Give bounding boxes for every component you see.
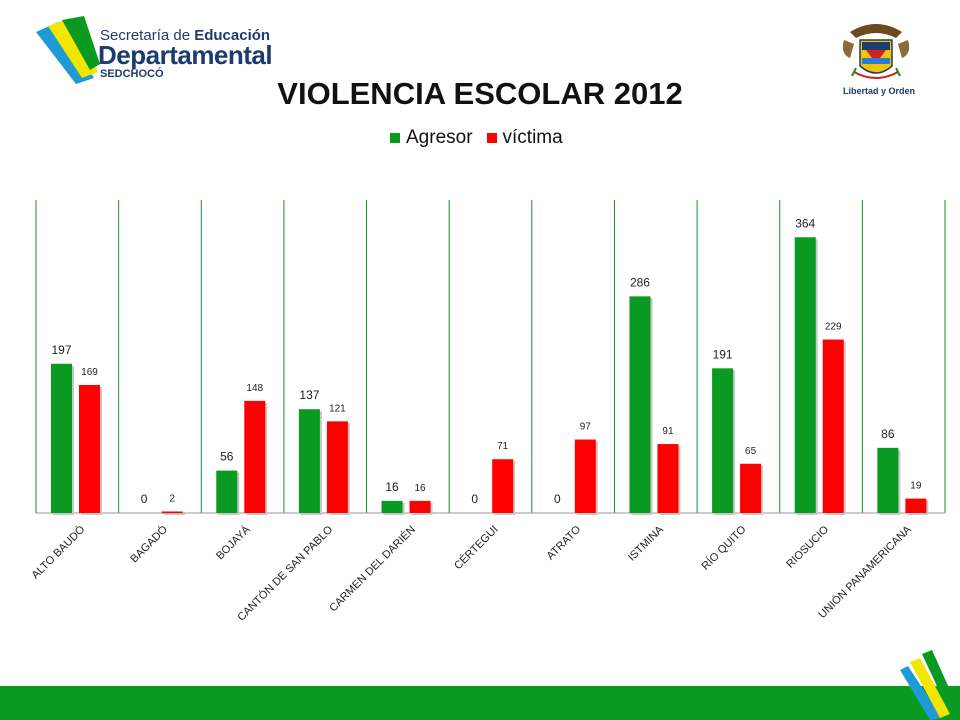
bar-agresor: [629, 296, 651, 513]
secretaria-educacion-logo: [36, 16, 100, 84]
x-tick-label: ATRATO: [545, 523, 584, 562]
bar-chart: 197 169 ALTO BAUDÓ 0 2 BAGADÓ 56 148 BOJAYÁ 137 12…: [29, 200, 946, 624]
bar-agresor: [298, 409, 320, 513]
bar-victima: [657, 444, 679, 513]
data-label-victima: 229: [825, 322, 842, 333]
x-tick-label: BOJAYÁ: [213, 522, 253, 562]
legend-item-victima: víctima: [486, 127, 563, 149]
legend-swatch-agresor: [390, 133, 400, 143]
data-label-agresor: 86: [881, 427, 895, 441]
org-name-line3: SEDCHOCÓ: [100, 68, 164, 80]
data-label-agresor: 0: [554, 492, 561, 506]
legend-item-agresor: Agresor: [390, 127, 473, 149]
bar-victima: [79, 384, 100, 513]
data-label-victima: 71: [497, 441, 509, 452]
data-label-victima: 91: [662, 426, 674, 437]
footer-stripes-logo: [900, 650, 958, 720]
bar-agresor: [794, 237, 816, 513]
data-label-agresor: 197: [51, 343, 71, 357]
data-label-victima: 19: [910, 481, 922, 492]
data-label-victima: 16: [414, 483, 426, 494]
x-tick-label: RIOSUCIO: [784, 523, 831, 570]
data-label-victima: 169: [81, 367, 98, 378]
data-label-victima: 65: [745, 446, 757, 457]
data-label-agresor: 56: [220, 450, 234, 464]
data-label-agresor: 364: [795, 216, 815, 230]
x-tick-label: CANTÓN DE SAN PABLO: [235, 523, 336, 624]
bar-victima: [905, 498, 927, 513]
bar-victima: [822, 339, 844, 513]
motto-text: Libertad y Orden: [843, 86, 916, 96]
bar-victima: [574, 439, 596, 513]
data-label-agresor: 286: [630, 275, 650, 289]
footer-bar: [0, 686, 960, 720]
org-name-line1: Secretaría de Educación: [100, 27, 271, 44]
bar-victima: [244, 400, 266, 513]
org-name-line2: Departamental: [98, 40, 273, 70]
bar-victima: [326, 421, 348, 513]
x-tick-label: CARMEN DEL DARIÉN: [327, 523, 418, 614]
legend-label-agresor: Agresor: [406, 127, 473, 148]
data-label-victima: 121: [329, 403, 346, 414]
x-tick-label: ISTMINA: [626, 523, 666, 563]
data-label-victima: 2: [169, 493, 175, 504]
bar-victima: [740, 463, 762, 513]
x-tick-label: CÉRTEGUI: [451, 523, 500, 572]
data-label-agresor: 16: [385, 480, 399, 494]
bar-agresor: [877, 447, 899, 513]
data-label-agresor: 137: [299, 388, 319, 402]
legend-swatch-victima: [486, 133, 497, 143]
bar-victima: [492, 459, 514, 513]
data-label-victima: 97: [580, 422, 592, 433]
bar-victima: [161, 511, 183, 513]
bar-victima: [409, 500, 431, 513]
legend-label-victima: víctima: [502, 127, 563, 148]
data-label-agresor: 0: [141, 492, 148, 506]
bar-agresor: [381, 500, 403, 513]
chart-legend: Agresor víctima: [390, 127, 563, 149]
x-tick-label: BAGADÓ: [128, 523, 171, 566]
x-tick-label: RÍO QUITO: [699, 523, 749, 573]
bar-agresor: [712, 368, 734, 513]
x-tick-label: UNIÓN PANAMERICANA: [816, 522, 915, 621]
data-label-agresor: 191: [713, 347, 733, 361]
bar-agresor: [51, 363, 72, 513]
data-label-victima: 148: [246, 383, 263, 394]
bar-shadow: [163, 513, 185, 515]
chart-title: VIOLENCIA ESCOLAR 2012: [277, 76, 683, 111]
x-tick-label: ALTO BAUDÓ: [29, 523, 88, 582]
data-label-agresor: 0: [471, 492, 478, 506]
coat-of-arms-icon: [842, 24, 910, 79]
bar-agresor: [216, 470, 238, 513]
